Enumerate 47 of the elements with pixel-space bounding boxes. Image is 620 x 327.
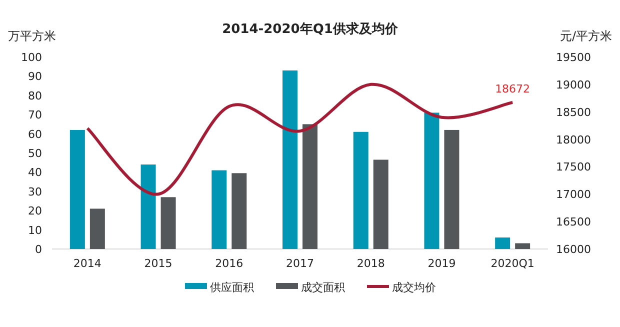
bar [70, 130, 85, 249]
bar [212, 170, 227, 249]
bar [282, 70, 298, 249]
y-tick-label: 70 [28, 108, 42, 122]
y-tick-label: 20 [28, 204, 42, 218]
x-tick-label: 2018 [356, 257, 385, 270]
x-tick-label: 2017 [286, 257, 314, 270]
y2-axis-title: 元/平方米 [560, 29, 612, 43]
bar [302, 124, 318, 249]
y-axis-title: 万平方米 [8, 29, 56, 43]
x-tick-label: 2020Q1 [490, 257, 534, 270]
bar [353, 132, 368, 249]
y-tick-label: 80 [28, 89, 42, 102]
chart-title: 2014-2020年Q1供求及均价 [222, 21, 399, 37]
y2-tick-label: 19000 [556, 78, 591, 92]
x-tick-label: 2015 [144, 257, 172, 270]
y-tick-label: 100 [21, 51, 42, 64]
bar [424, 112, 440, 249]
bar [232, 173, 247, 249]
y-tick-label: 10 [28, 224, 42, 237]
bar [444, 130, 460, 249]
y2-tick-label: 19500 [556, 51, 591, 64]
y-tick-label: 30 [28, 185, 42, 198]
y-tick-label: 90 [28, 70, 42, 84]
x-tick-label: 2019 [428, 257, 456, 270]
data-label: 18672 [495, 82, 530, 96]
bar [90, 208, 105, 249]
y2-tick-label: 17000 [556, 188, 591, 202]
bar [140, 164, 156, 249]
legend-label: 成交均价 [392, 281, 436, 294]
y2-tick-label: 17500 [556, 160, 591, 174]
bar [373, 160, 388, 249]
y-tick-label: 60 [28, 128, 42, 141]
y2-tick-label: 18500 [556, 106, 591, 119]
x-tick-label: 2016 [215, 257, 244, 270]
y2-tick-label: 16000 [556, 243, 591, 256]
y-tick-label: 40 [28, 166, 42, 180]
x-tick-label: 2014 [73, 257, 102, 270]
bar [515, 243, 530, 249]
legend-label: 供应面积 [210, 281, 254, 294]
legend-label: 成交面积 [301, 281, 345, 294]
y2-tick-label: 16500 [556, 216, 591, 229]
bar [160, 197, 176, 249]
y-tick-label: 0 [35, 243, 42, 256]
bar [495, 237, 510, 249]
y-tick-label: 50 [28, 147, 42, 160]
y2-tick-label: 18000 [556, 133, 591, 146]
